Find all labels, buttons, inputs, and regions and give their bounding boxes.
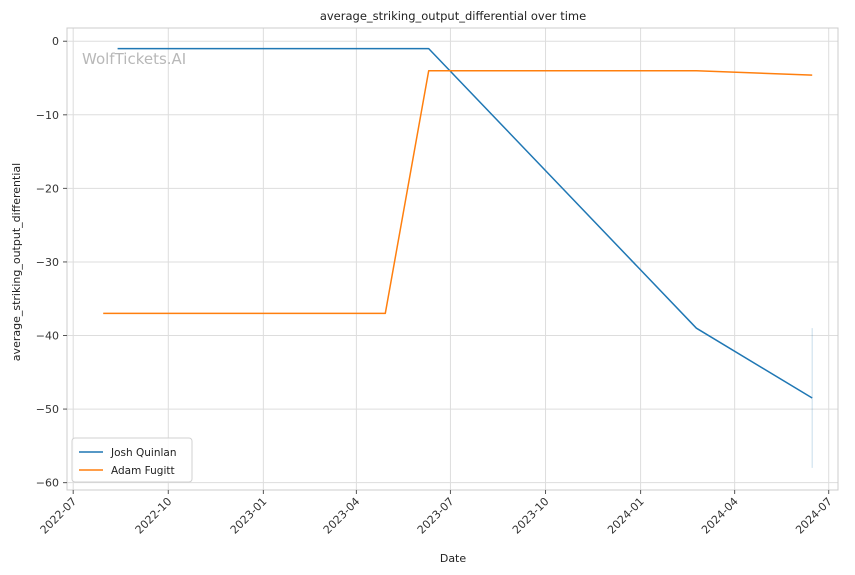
y-tick-label: −60 [36, 477, 59, 490]
legend-label: Josh Quinlan [110, 447, 176, 459]
y-tick-label: −10 [36, 109, 59, 122]
plot-frame [66, 27, 839, 491]
series-group [103, 47, 813, 468]
y-tick-label: −20 [36, 182, 59, 195]
y-tick-label: −50 [36, 403, 59, 416]
y-tick-label: 0 [52, 35, 59, 48]
y-axis-ticks: 0 −10 −20 −30 −40 −50 −60 [36, 35, 67, 490]
y-tick-label: −30 [36, 256, 59, 269]
y-axis-label: average_striking_output_differential [10, 163, 23, 361]
legend: Josh Quinlan Adam Fugitt [71, 437, 193, 483]
legend-label: Adam Fugitt [111, 465, 175, 477]
series-line-adam-fugitt [103, 69, 813, 315]
chart-title: average_striking_output_differential ove… [320, 9, 586, 23]
x-axis-label: Date [440, 552, 467, 565]
y-tick-label: −40 [36, 330, 59, 343]
legend-box [71, 437, 193, 483]
watermark-text: WolfTickets.AI [82, 50, 186, 68]
series-line-josh-quinlan [117, 47, 813, 399]
